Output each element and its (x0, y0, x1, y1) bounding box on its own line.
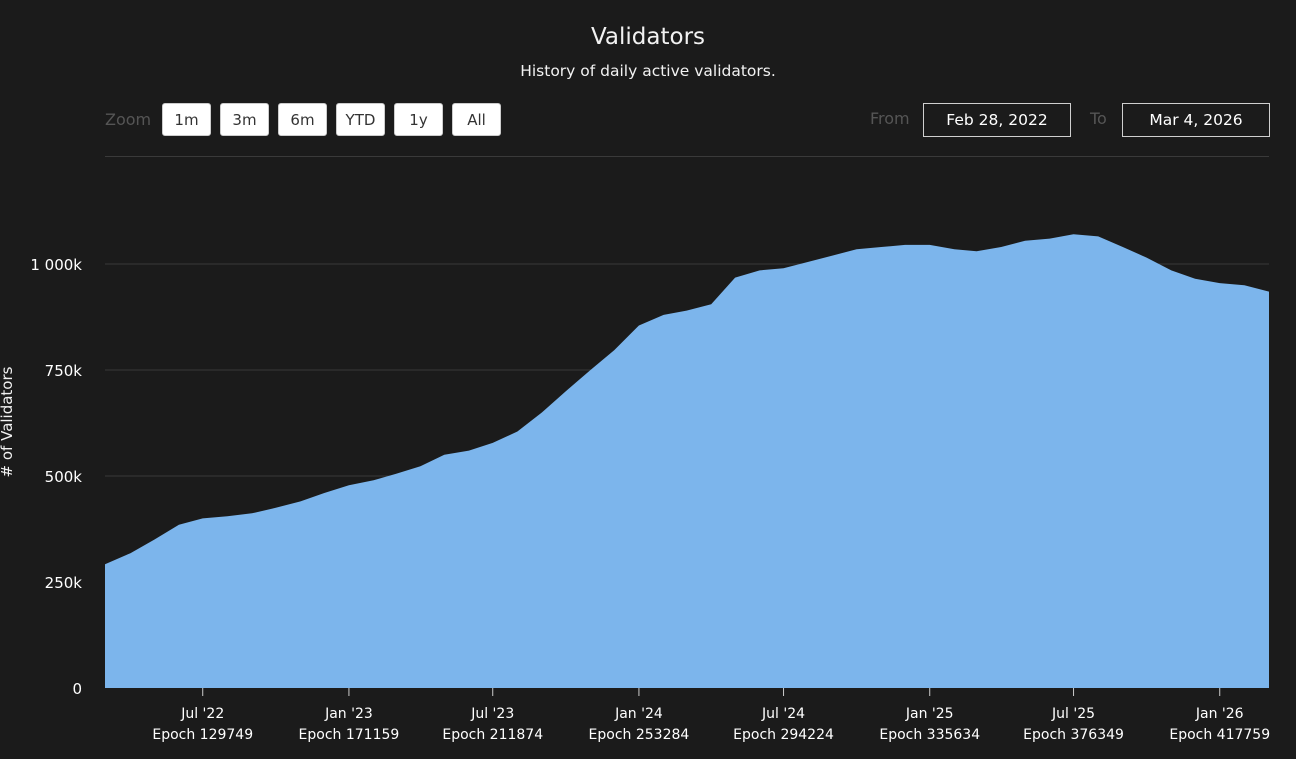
y-tick-label: 0 (72, 680, 82, 698)
x-tick-label: Jul '23 (470, 706, 514, 722)
zoom-6m-button[interactable]: 6m (278, 103, 327, 136)
chart-subtitle: History of daily active validators. (520, 62, 776, 80)
to-date-input[interactable]: Mar 4, 2026 (1122, 103, 1270, 137)
x-tick-epoch-label: Epoch 417759 (1169, 727, 1270, 743)
y-tick-label: 1 000k (30, 256, 82, 274)
x-tick-epoch-label: Epoch 171159 (299, 727, 400, 743)
y-tick-label: 250k (45, 574, 83, 592)
zoom-1m-button[interactable]: 1m (162, 103, 211, 136)
x-tick-epoch-label: Epoch 335634 (879, 727, 980, 743)
y-tick-label: 750k (45, 362, 83, 380)
zoom-all-button[interactable]: All (452, 103, 501, 136)
zoom-ytd-button[interactable]: YTD (336, 103, 385, 136)
x-tick-label: Jul '24 (761, 706, 805, 722)
x-tick-label: Jul '25 (1051, 706, 1095, 722)
x-tick-epoch-label: Epoch 294224 (733, 727, 834, 743)
x-tick-label: Jul '22 (180, 706, 224, 722)
x-tick-epoch-label: Epoch 376349 (1023, 727, 1124, 743)
chart-title: Validators (590, 24, 706, 50)
to-label: To (1090, 109, 1107, 128)
y-axis-title: # of Validators (0, 366, 16, 477)
x-tick-label: Jan '26 (1195, 706, 1244, 722)
x-tick-epoch-label: Epoch 129749 (152, 727, 253, 743)
zoom-1y-button[interactable]: 1y (394, 103, 443, 136)
toolbar-divider (105, 156, 1269, 157)
x-tick-label: Jan '24 (614, 706, 663, 722)
y-tick-label: 500k (45, 468, 83, 486)
from-label: From (870, 109, 910, 128)
from-date-input[interactable]: Feb 28, 2022 (923, 103, 1071, 137)
x-tick-label: Jan '25 (905, 706, 954, 722)
zoom-label: Zoom (105, 110, 152, 129)
x-tick-epoch-label: Epoch 211874 (442, 727, 543, 743)
validators-area (105, 234, 1269, 689)
x-tick-label: Jan '23 (324, 706, 373, 722)
zoom-3m-button[interactable]: 3m (220, 103, 269, 136)
x-tick-epoch-label: Epoch 253284 (589, 727, 690, 743)
